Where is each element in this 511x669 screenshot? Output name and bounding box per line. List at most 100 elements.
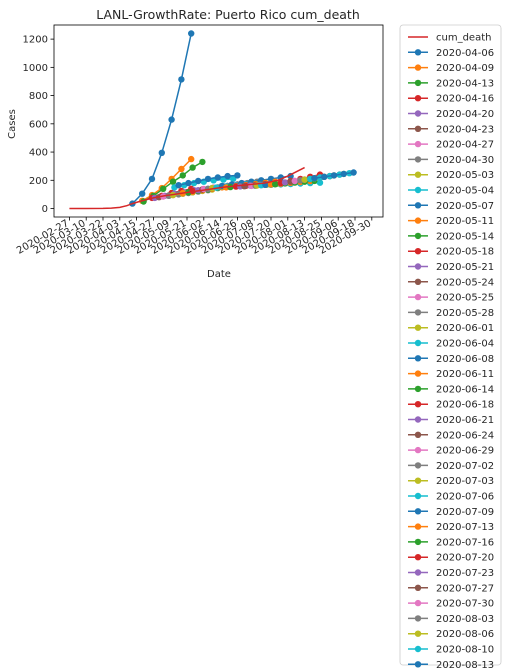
legend-marker bbox=[414, 661, 422, 668]
legend: cum_death 2020-04-06 2020-04-09 2020-04-13 2… bbox=[399, 24, 502, 669]
legend-label: 2020-07-23 bbox=[436, 568, 494, 579]
legend-box bbox=[399, 24, 502, 666]
legend-label: 2020-05-24 bbox=[436, 277, 494, 288]
data-point bbox=[195, 177, 202, 185]
y-tick-label: 0 bbox=[42, 204, 48, 215]
legend-label: 2020-07-13 bbox=[436, 522, 494, 533]
legend-marker bbox=[414, 538, 422, 546]
legend-marker bbox=[414, 232, 422, 240]
legend-marker bbox=[414, 79, 422, 87]
chart-title: LANL-GrowthRate: Puerto Rico cum_death bbox=[96, 7, 360, 22]
y-tick-label: 200 bbox=[29, 176, 48, 187]
legend-marker bbox=[414, 202, 422, 209]
y-tick-label: 800 bbox=[29, 91, 48, 102]
legend-marker bbox=[414, 293, 422, 301]
legend-label: 2020-06-04 bbox=[436, 339, 494, 350]
data-point bbox=[311, 175, 318, 182]
data-point bbox=[179, 172, 186, 179]
legend-marker bbox=[414, 125, 422, 132]
data-point bbox=[199, 158, 206, 166]
legend-label: 2020-04-30 bbox=[436, 155, 494, 166]
legend-label: 2020-08-10 bbox=[436, 645, 494, 656]
legend-label: 2020-07-20 bbox=[436, 553, 494, 564]
legend-label: 2020-04-13 bbox=[436, 78, 494, 89]
legend-label: 2020-04-09 bbox=[436, 63, 494, 74]
data-point bbox=[168, 116, 175, 123]
data-point bbox=[188, 155, 195, 163]
legend-marker bbox=[414, 278, 422, 285]
legend-label: 2020-06-21 bbox=[436, 415, 494, 426]
data-point bbox=[281, 179, 289, 186]
legend-marker bbox=[414, 140, 422, 148]
legend-marker bbox=[414, 615, 422, 622]
y-tick-label: 400 bbox=[29, 148, 48, 159]
data-point bbox=[178, 165, 185, 173]
legend-label: 2020-08-03 bbox=[436, 614, 494, 625]
legend-marker bbox=[414, 431, 422, 438]
legend-marker bbox=[414, 95, 422, 102]
data-point bbox=[291, 177, 298, 185]
y-axis-label: Cases bbox=[7, 109, 18, 139]
legend-label: 2020-04-27 bbox=[436, 140, 494, 151]
legend-marker bbox=[414, 248, 422, 255]
legend-marker bbox=[414, 569, 422, 576]
legend-marker bbox=[414, 355, 422, 362]
legend-label: 2020-07-02 bbox=[436, 461, 494, 472]
legend-label: 2020-05-14 bbox=[436, 231, 494, 242]
legend-label: 2020-07-16 bbox=[436, 537, 494, 548]
legend-label: 2020-08-06 bbox=[436, 629, 494, 640]
legend-marker bbox=[414, 446, 422, 454]
legend-label: 2020-04-23 bbox=[436, 124, 494, 135]
y-tick-label: 600 bbox=[29, 119, 48, 130]
legend-label: 2020-06-18 bbox=[436, 400, 494, 411]
legend-marker bbox=[414, 554, 422, 561]
legend-marker bbox=[414, 370, 422, 377]
legend-marker bbox=[414, 324, 422, 331]
legend-marker bbox=[414, 156, 422, 163]
legend-label: 2020-05-28 bbox=[436, 308, 494, 319]
legend-label: 2020-07-03 bbox=[436, 476, 494, 487]
data-point bbox=[178, 76, 185, 83]
legend-marker bbox=[414, 630, 422, 637]
data-point bbox=[301, 176, 308, 183]
x-axis-label: Date bbox=[207, 269, 231, 280]
axes-layer: 0200400600800100012002020-02-272020-03-1… bbox=[15, 24, 384, 257]
legend-label: 2020-08-13 bbox=[436, 660, 494, 669]
legend-marker bbox=[414, 492, 422, 500]
legend-label: 2020-04-16 bbox=[436, 94, 494, 105]
legend-marker bbox=[414, 477, 422, 484]
legend-label: 2020-05-25 bbox=[436, 293, 494, 304]
data-point bbox=[139, 190, 146, 197]
legend-marker bbox=[414, 49, 422, 56]
legend-label: 2020-07-06 bbox=[436, 492, 494, 503]
legend-marker bbox=[414, 523, 422, 530]
legend-label: cum_death bbox=[436, 33, 491, 44]
data-point bbox=[160, 185, 167, 192]
data-point bbox=[321, 173, 328, 180]
data-point bbox=[188, 30, 195, 37]
data-point bbox=[204, 175, 212, 183]
legend-marker bbox=[414, 401, 422, 408]
legend-label: 2020-05-21 bbox=[436, 262, 494, 273]
legend-label: 2020-07-27 bbox=[436, 583, 494, 594]
data-point bbox=[148, 175, 156, 183]
legend-label: 2020-04-06 bbox=[436, 48, 494, 59]
data-point bbox=[224, 172, 231, 180]
legend-marker bbox=[414, 64, 422, 71]
legend-label: 2020-05-04 bbox=[436, 186, 494, 197]
data-point bbox=[175, 182, 182, 189]
legend-marker bbox=[414, 217, 422, 224]
legend-marker bbox=[414, 599, 422, 607]
data-point bbox=[230, 175, 237, 183]
data-point bbox=[350, 169, 357, 176]
legend-marker bbox=[414, 186, 422, 194]
legend-marker bbox=[414, 339, 422, 347]
data-point bbox=[241, 183, 248, 190]
legend-marker bbox=[414, 462, 422, 469]
legend-label: 2020-05-18 bbox=[436, 247, 494, 258]
legend-label: 2020-05-07 bbox=[436, 201, 494, 212]
data-point bbox=[185, 179, 192, 187]
legend-label: 2020-07-09 bbox=[436, 507, 494, 518]
data-point bbox=[220, 176, 227, 183]
